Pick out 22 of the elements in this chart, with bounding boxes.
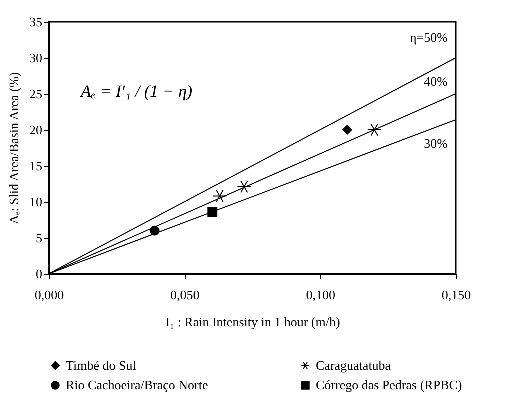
y-tick-label: 20 [30, 122, 42, 138]
y-tick-label: 5 [36, 230, 42, 246]
x-axis-title: I₁ : Rain Intensity in 1 hour (m/h) [166, 314, 340, 330]
series-label: 40% [424, 74, 448, 89]
legend-label: Córrego das Pedras (RPBC) [316, 378, 462, 392]
y-axis-title: Aₑ: Slid Area/Basin Area (%) [6, 72, 22, 225]
annotation: Aₑ = I′₁ / (1 − η) [80, 82, 193, 101]
x-tick-label: 0,100 [306, 288, 336, 302]
y-tick-label: 30 [30, 50, 42, 66]
legend-label: Caraguatatuba [316, 358, 392, 373]
y-tick-label: 25 [30, 86, 42, 102]
y-tick-label: 10 [30, 194, 42, 210]
x-tick-label: 0,000 [34, 288, 64, 302]
y-tick-label: 0 [36, 266, 42, 282]
y-tick-label: 15 [30, 158, 42, 174]
y-tick-label: 35 [30, 14, 42, 30]
legend-label: Timbé do Sul [66, 358, 137, 373]
x-tick-label: 0,150 [442, 288, 472, 302]
x-tick-label: 0,050 [170, 288, 200, 302]
legend-label: Rio Cachoeira/Braço Norte [66, 378, 208, 392]
series-label: 30% [424, 136, 448, 151]
series-label: η=50% [410, 30, 448, 45]
